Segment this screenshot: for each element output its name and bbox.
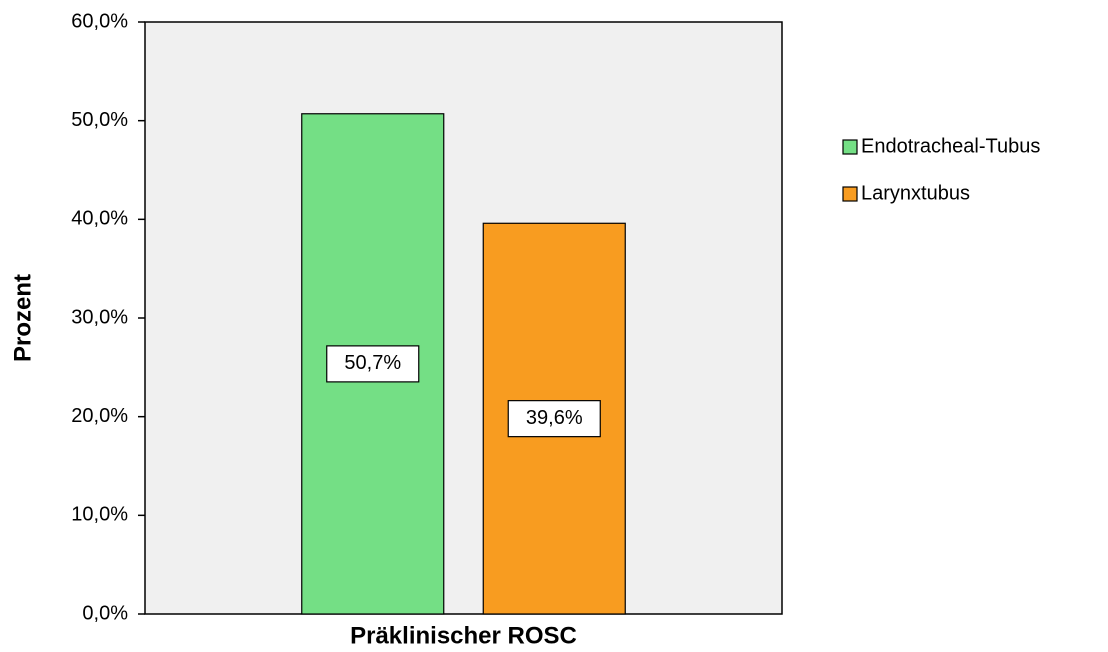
y-tick-label: 0,0% <box>82 602 128 624</box>
y-tick-label: 10,0% <box>71 504 128 526</box>
legend-swatch <box>842 186 858 202</box>
value-label: 39,6% <box>526 407 583 429</box>
value-label-box <box>507 400 601 438</box>
y-tick-label: 40,0% <box>71 208 128 230</box>
legend-label: Endotracheal-Tubus <box>861 135 1040 157</box>
legend-swatch <box>842 139 858 155</box>
value-label: 50,7% <box>344 352 401 374</box>
plot-area <box>144 21 783 615</box>
x-tick-label: Präklinischer ROSC <box>350 622 577 649</box>
y-axis-label: Prozent <box>9 274 36 362</box>
legend-label: Larynxtubus <box>861 182 970 204</box>
y-tick-label: 30,0% <box>71 306 128 328</box>
value-label-box <box>326 345 420 383</box>
y-tick-label: 60,0% <box>71 10 128 32</box>
y-tick-label: 50,0% <box>71 109 128 131</box>
y-tick-label: 20,0% <box>71 405 128 427</box>
